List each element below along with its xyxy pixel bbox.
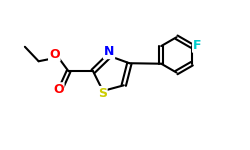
Text: F: F <box>193 39 202 52</box>
Text: O: O <box>49 48 60 61</box>
Text: S: S <box>98 87 107 100</box>
Text: O: O <box>53 83 64 96</box>
Text: N: N <box>104 45 114 58</box>
